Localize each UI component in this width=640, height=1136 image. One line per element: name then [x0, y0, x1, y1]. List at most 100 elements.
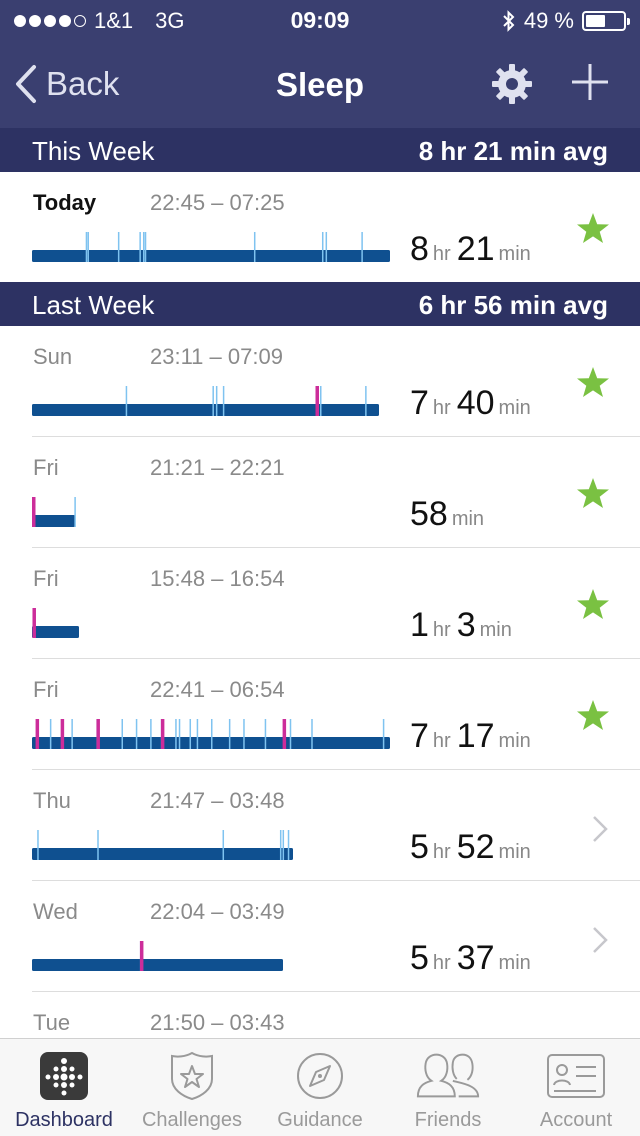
network-label: 3G — [155, 8, 185, 33]
section-label: Last Week — [32, 290, 155, 320]
navigation-bar: Back Sleep — [0, 40, 640, 128]
sleep-pattern-bar — [32, 941, 283, 971]
awake-tick — [144, 232, 147, 262]
entry-day: Tue — [33, 1010, 71, 1035]
duration-hr: 1 — [410, 606, 429, 644]
sleep-bar-fill — [32, 404, 379, 416]
awake-tick — [287, 830, 290, 860]
duration-hr-unit: hr — [432, 619, 451, 641]
sleep-entry-row[interactable]: Today 22:45 – 07:25 8 hr 21 min — [0, 172, 640, 283]
entry-time-range: 21:47 – 03:48 — [150, 788, 285, 813]
restless-tick — [139, 941, 144, 971]
duration-min-unit: min — [498, 730, 531, 752]
status-time: 09:09 — [290, 7, 350, 33]
sleep-entry-row[interactable]: Fri 21:21 – 22:21 58 min — [0, 437, 640, 548]
duration-min-unit: min — [498, 397, 531, 419]
awake-tick — [282, 830, 285, 860]
awake-tick — [121, 719, 123, 749]
goal-star-icon — [577, 700, 609, 730]
awake-tick — [117, 232, 120, 262]
awake-tick — [150, 719, 152, 749]
sleep-pattern-bar — [32, 232, 390, 262]
tab-label: Challenges — [141, 1109, 243, 1131]
restless-tick — [160, 719, 165, 749]
sleep-entry-row[interactable]: Fri 22:41 – 06:54 7 hr 17 min — [0, 659, 640, 770]
section-average: 8 hr 21 min avg — [418, 136, 608, 166]
sleep-entry-row[interactable]: Wed 22:04 – 03:49 5 hr 37 min — [0, 881, 640, 992]
duration-hr: 8 — [410, 230, 429, 268]
battery-icon — [582, 11, 630, 31]
duration-min: 52 — [456, 828, 495, 866]
row-divider — [32, 880, 640, 881]
duration-hr: 5 — [410, 939, 429, 977]
awake-tick — [97, 830, 99, 860]
awake-tick — [85, 232, 88, 262]
sleep-entry-row[interactable]: Fri 15:48 – 16:54 1 hr 3 min — [0, 548, 640, 659]
tab-label: Account — [539, 1109, 613, 1131]
awake-tick — [222, 830, 225, 860]
challenges-icon — [171, 1051, 213, 1101]
sleep-entry-row[interactable]: Thu 21:47 – 03:48 5 hr 52 min — [0, 770, 640, 881]
chevron-right-icon — [593, 816, 608, 842]
add-icon[interactable] — [570, 62, 610, 102]
entry-time-range: 23:11 – 07:09 — [150, 344, 283, 369]
entry-day: Wed — [33, 899, 78, 924]
awake-tick — [365, 386, 367, 416]
restless-tick — [315, 386, 319, 416]
tab-challenges[interactable]: Challenges — [128, 1039, 256, 1136]
duration-hr: 7 — [410, 717, 429, 755]
tab-dashboard[interactable]: Dashboard — [0, 1039, 128, 1136]
awake-tick — [139, 232, 141, 262]
awake-tick — [321, 232, 324, 262]
awake-tick — [215, 386, 218, 416]
awake-tick — [37, 830, 39, 860]
signal-strength-icon — [14, 15, 86, 27]
tab-friends[interactable]: Friends — [384, 1039, 512, 1136]
battery-percent: 49 % — [523, 8, 574, 33]
sleep-entry-row[interactable]: Sun 23:11 – 07:09 7 hr 40 min — [0, 326, 640, 437]
gear-icon[interactable] — [490, 62, 534, 106]
awake-tick — [311, 719, 313, 749]
awake-tick — [325, 232, 328, 262]
entry-day: Today — [33, 190, 97, 215]
top-bar: 1&1 3G 09:09 49 % Back Sleep — [0, 0, 640, 128]
awake-tick — [289, 719, 292, 749]
page-title: Sleep — [275, 66, 365, 103]
row-divider — [32, 991, 640, 992]
duration-min-unit: min — [479, 619, 512, 641]
section-average: 6 hr 56 min avg — [418, 290, 608, 320]
tab-label: Guidance — [277, 1109, 363, 1131]
entry-day: Fri — [33, 677, 59, 702]
duration-min-unit: min — [498, 841, 531, 863]
awake-tick — [189, 719, 192, 749]
back-button[interactable]: Back — [14, 64, 119, 104]
restless-tick — [32, 497, 36, 527]
tab-account[interactable]: Account — [512, 1039, 640, 1136]
sleep-pattern-bar — [32, 830, 293, 860]
tab-label: Dashboard — [15, 1109, 113, 1131]
tab-guidance[interactable]: Guidance — [256, 1039, 384, 1136]
duration-hr-unit: hr — [432, 243, 451, 265]
entry-duration: 7 hr 40 min — [410, 384, 537, 423]
sleep-bar-fill — [32, 626, 79, 638]
awake-tick — [125, 386, 128, 416]
awake-tick — [361, 232, 363, 262]
back-label: Back — [46, 65, 120, 102]
friends-icon — [416, 1053, 480, 1098]
entry-duration: 58 min — [410, 495, 490, 534]
entry-duration: 5 hr 52 min — [410, 828, 537, 867]
awake-tick — [211, 719, 213, 749]
section-label: This Week — [32, 136, 155, 166]
account-card-icon — [547, 1054, 605, 1098]
chevron-left-icon — [16, 65, 36, 103]
entry-time-range: 21:50 – 03:43 — [150, 1010, 285, 1035]
status-bar: 1&1 3G 09:09 49 % — [0, 0, 640, 40]
awake-tick — [49, 719, 52, 749]
duration-min: 37 — [456, 939, 495, 977]
tab-label: Friends — [414, 1109, 482, 1131]
entry-day: Thu — [33, 788, 71, 813]
awake-tick — [228, 719, 231, 749]
section-header-last-week: Last Week 6 hr 56 min avg — [0, 282, 640, 326]
row-divider — [32, 658, 640, 659]
restless-tick — [32, 608, 36, 638]
